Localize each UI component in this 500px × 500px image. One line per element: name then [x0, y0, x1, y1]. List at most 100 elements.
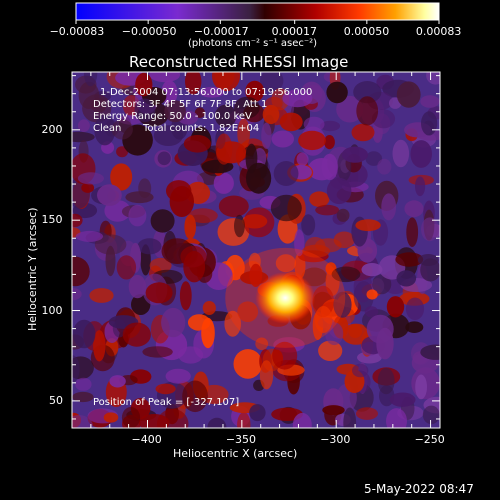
heatmap-texture-blob: [315, 204, 340, 216]
annotation-total-counts: Total counts: 1.82E+04: [143, 123, 260, 134]
annotation-peak-position: Position of Peak = [-327,107]: [93, 397, 240, 408]
heatmap-texture-blob: [72, 356, 94, 380]
heatmap-texture-blob: [155, 383, 176, 395]
colorbar-ticks: [75, 20, 440, 24]
heatmap-texture-blob: [365, 151, 383, 166]
heatmap-texture-blob: [366, 289, 378, 300]
heatmap-texture-blob: [178, 346, 204, 364]
heatmap-texture-blob: [372, 274, 392, 295]
heatmap-texture-blob: [138, 414, 170, 428]
heatmap-texture-blob: [207, 417, 227, 428]
heatmap-texture-blob: [261, 122, 272, 149]
heatmap-texture-blob: [184, 214, 196, 240]
heatmap-texture-blob: [421, 217, 439, 242]
heatmap-texture-blob: [426, 72, 440, 85]
heatmap-texture-blob: [75, 377, 92, 391]
heatmap-texture-blob: [161, 307, 186, 338]
heatmap-texture-blob: [249, 404, 266, 422]
heatmap-texture-blob: [386, 408, 407, 428]
heatmap-texture-blob: [318, 340, 343, 361]
heatmap-texture-blob: [356, 407, 378, 420]
heatmap-texture-blob: [396, 81, 421, 108]
colorbar-tick-label: −0.00083: [49, 25, 105, 38]
heatmap-texture-blob: [404, 200, 424, 218]
heatmap-texture-blob: [243, 207, 275, 238]
heatmap-image: [72, 72, 440, 428]
heatmap-texture-blob: [165, 368, 191, 384]
heatmap-texture-blob: [111, 119, 133, 140]
heatmap-texture-blob: [121, 406, 141, 428]
heatmap-texture-blob: [72, 415, 93, 428]
heatmap-texture-blob: [234, 96, 260, 119]
heatmap-texture-blob: [116, 255, 137, 280]
heatmap-texture-blob: [377, 158, 392, 175]
y-tick-label: 100: [41, 303, 63, 317]
heatmap-texture-blob: [422, 405, 440, 425]
heatmap-texture-blob: [134, 98, 156, 123]
heatmap-texture-blob: [237, 118, 250, 149]
heatmap-texture-blob: [396, 270, 417, 287]
heatmap-texture-blob: [320, 120, 341, 132]
heatmap-texture-blob: [89, 288, 114, 303]
heatmap-texture-blob: [326, 177, 352, 205]
heatmap-texture-blob: [185, 72, 202, 95]
heatmap-texture-blob: [77, 172, 104, 185]
heatmap-texture-blob: [333, 291, 352, 318]
heatmap-texture-blob: [336, 95, 364, 123]
heatmap-texture-blob: [341, 146, 368, 163]
heatmap-texture-blob: [294, 229, 305, 257]
colorbar-tick-label: −0.00017: [193, 25, 249, 38]
heatmap-texture-blob: [233, 349, 263, 379]
heatmap-texture-blob: [331, 266, 361, 283]
heatmap-texture-blob: [183, 135, 211, 153]
heatmap-texture-blob: [376, 327, 394, 360]
heatmap-texture-blob: [93, 330, 106, 362]
heatmap-texture-blob: [218, 195, 249, 218]
heatmap-texture-blob: [353, 81, 382, 104]
heatmap-texture-blob: [72, 256, 90, 287]
heatmap-texture-blob: [245, 80, 265, 102]
axis-ticks: [71, 72, 440, 428]
heatmap-texture-blob: [355, 219, 381, 232]
heatmap-texture-blob: [237, 301, 259, 323]
colorbar-tick-label: 0.00017: [271, 25, 318, 38]
heatmap-texture-blob: [356, 96, 379, 126]
heatmap-texture-blob: [112, 319, 126, 338]
y-tick-label: 200: [41, 122, 63, 136]
heatmap-texture-blob: [128, 204, 147, 227]
heatmap-texture-blob: [389, 392, 416, 407]
heatmap-texture-blob: [153, 125, 183, 146]
x-tick-label: −400: [131, 433, 162, 446]
heatmap-texture-blob: [245, 143, 258, 174]
colorbar-tick-label: 0.00083: [415, 25, 462, 38]
colorbar: [75, 2, 440, 21]
heatmap-texture-blob: [415, 374, 427, 400]
heatmap-texture-blob: [97, 184, 122, 206]
heatmap-texture-blob: [103, 412, 119, 423]
heatmap-texture-blob: [343, 407, 357, 428]
heatmap-texture-blob: [237, 412, 251, 428]
heatmap-texture-blob: [188, 208, 218, 224]
heatmap-texture-blob: [322, 405, 345, 416]
heatmap-texture-blob: [105, 245, 116, 277]
y-tick-label: 150: [41, 213, 63, 227]
heatmap-texture-blob: [351, 123, 375, 142]
heatmap-texture-blob: [182, 380, 209, 413]
heatmap-texture-blob: [321, 153, 338, 181]
heatmap-texture-blob: [260, 72, 284, 93]
heatmap-texture-blob: [381, 193, 397, 221]
heatmap-texture-blob: [298, 130, 326, 151]
heatmap-texture-blob: [212, 72, 240, 92]
heatmap-texture-blob: [259, 360, 274, 390]
heatmap-texture-blob: [224, 310, 241, 337]
heatmap-texture-blob: [128, 274, 147, 299]
heatmap-texture-blob: [77, 119, 90, 132]
heatmap-texture-blob: [214, 104, 237, 128]
heatmap-texture-blob: [201, 317, 215, 349]
heatmap-texture-blob: [415, 176, 426, 197]
heatmap-texture-blob: [273, 161, 299, 186]
footer-date: 5-May-2022 08:47: [364, 482, 474, 496]
heatmap-texture-blob: [145, 282, 173, 304]
heatmap-texture-blob: [75, 230, 103, 242]
